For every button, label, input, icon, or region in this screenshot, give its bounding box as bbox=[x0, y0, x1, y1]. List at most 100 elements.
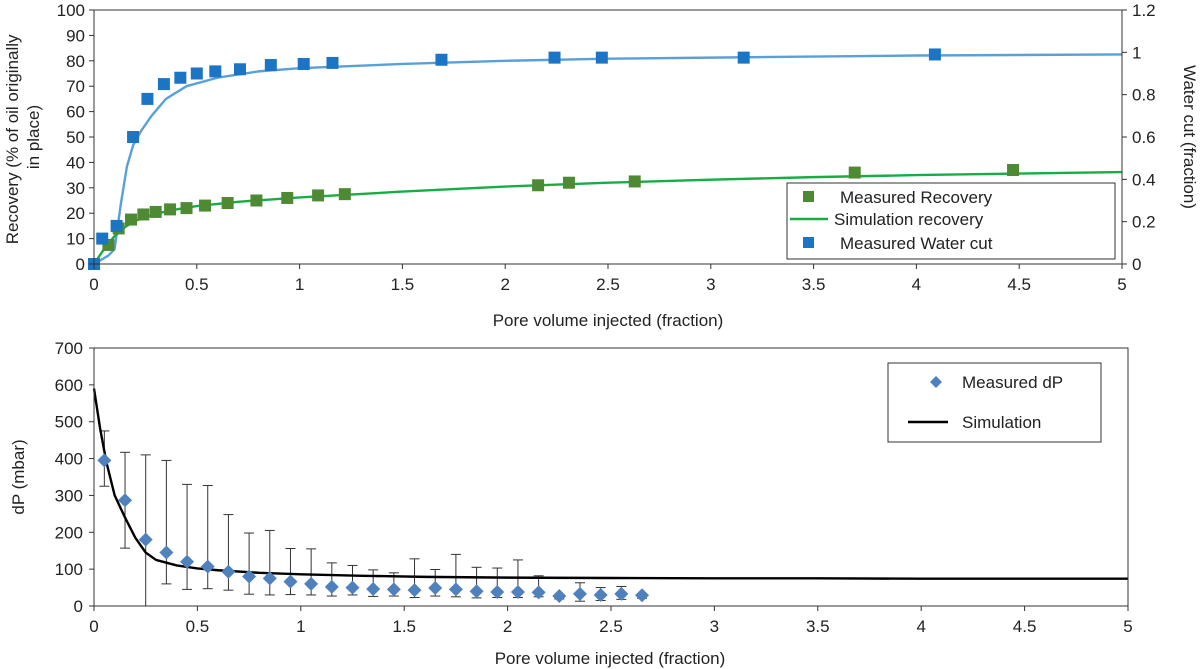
recovery-x-axis-label: Pore volume injected (fraction) bbox=[493, 311, 724, 330]
x-tick-label: 3 bbox=[706, 275, 715, 294]
water-cut-y-ticks: 0 0.2 0.4 0.6 0.8 1 1.2 bbox=[1122, 1, 1156, 274]
data-point-2 bbox=[190, 67, 203, 80]
y-tick-label: 60 bbox=[66, 103, 85, 122]
data-point-2 bbox=[141, 92, 154, 105]
x-tick-label: 2 bbox=[500, 275, 509, 294]
x-tick-label: 1 bbox=[295, 275, 304, 294]
legend-measured-dp-marker bbox=[930, 376, 942, 388]
y-tick-label: 100 bbox=[57, 1, 85, 20]
dp-chart: 0 0.5 1 1.5 2 2.5 3 3.5 4 4.5 5 0 100 200 300 400 500 60… bbox=[9, 339, 1133, 668]
y-tick-label: 10 bbox=[66, 230, 85, 249]
data-point-dp bbox=[242, 569, 257, 584]
legend-measured-recovery-label: Measured Recovery bbox=[840, 188, 993, 207]
x-tick-label: 4.5 bbox=[1013, 617, 1037, 636]
y-tick-label: 500 bbox=[55, 413, 83, 432]
recovery-y-axis-label-line-2: in place) bbox=[24, 105, 43, 169]
recovery-y-axis-label: Recovery (% of oil originally in place) bbox=[3, 30, 43, 244]
y-tick-label: 0 bbox=[76, 255, 85, 274]
data-point-0 bbox=[312, 189, 325, 202]
data-point-0 bbox=[338, 188, 351, 201]
data-point-2 bbox=[737, 51, 750, 64]
data-point-dp bbox=[552, 589, 567, 604]
y-tick-label: 70 bbox=[66, 77, 85, 96]
y2-tick-label: 0.6 bbox=[1132, 128, 1156, 147]
dp-x-ticks: 0 0.5 1 1.5 2 2.5 3 3.5 4 4.5 5 bbox=[89, 606, 1133, 636]
legend-measured-dp-label: Measured dP bbox=[962, 373, 1063, 392]
y-tick-label: 700 bbox=[55, 339, 83, 358]
data-point-0 bbox=[1007, 164, 1020, 177]
x-tick-label: 3.5 bbox=[802, 275, 826, 294]
data-point-dp bbox=[593, 587, 608, 602]
y-tick-label: 50 bbox=[66, 128, 85, 147]
y2-tick-label: 1.2 bbox=[1132, 1, 1156, 20]
data-point-dp bbox=[386, 582, 401, 597]
data-point-0 bbox=[149, 205, 162, 218]
data-point-2 bbox=[96, 232, 109, 245]
y-tick-label: 300 bbox=[55, 486, 83, 505]
data-point-0 bbox=[250, 194, 263, 207]
data-point-dp bbox=[221, 564, 236, 579]
dp-legend-box bbox=[887, 362, 1102, 443]
recovery-y-axis-label-line-1: Recovery (% of oil originally bbox=[3, 34, 22, 244]
x-tick-label: 4 bbox=[916, 617, 925, 636]
x-tick-label: 0 bbox=[89, 275, 98, 294]
x-tick-label: 4 bbox=[912, 275, 921, 294]
data-point-2 bbox=[548, 51, 561, 64]
data-point-2 bbox=[209, 65, 222, 78]
data-point-dp bbox=[428, 580, 443, 595]
simulation-line bbox=[92, 388, 1128, 580]
y-tick-label: 400 bbox=[55, 450, 83, 469]
recovery-y-ticks: 0 10 20 30 40 50 60 70 80 90 100 bbox=[57, 1, 94, 274]
data-point-2 bbox=[435, 53, 448, 66]
legend-measured-water-cut-marker bbox=[803, 237, 814, 248]
data-point-0 bbox=[281, 191, 294, 204]
x-tick-label: 1.5 bbox=[391, 275, 415, 294]
data-point-2 bbox=[326, 56, 339, 69]
dp-y-ticks: 0 100 200 300 400 500 600 700 bbox=[55, 339, 94, 616]
x-tick-label: 0.5 bbox=[186, 617, 210, 636]
data-point-dp bbox=[180, 554, 195, 569]
data-point-0 bbox=[125, 213, 138, 226]
data-point-0 bbox=[164, 203, 177, 216]
data-point-0 bbox=[848, 166, 861, 179]
data-point-2 bbox=[174, 71, 187, 84]
recovery-chart: 0 0.5 1 1.5 2 2.5 3 3.5 4 4.5 5 010203040506070809… bbox=[3, 1, 1199, 330]
legend-measured-water-cut-label: Measured Water cut bbox=[840, 234, 993, 253]
y-tick-label: 90 bbox=[66, 26, 85, 45]
x-tick-label: 0.5 bbox=[185, 275, 209, 294]
data-point-dp bbox=[635, 588, 650, 603]
x-tick-label: 1 bbox=[296, 617, 305, 636]
x-tick-label: 3.5 bbox=[806, 617, 830, 636]
data-point-0 bbox=[628, 175, 641, 188]
water-cut-y-axis-label: Water cut (fraction) bbox=[1180, 65, 1199, 209]
data-point-dp bbox=[366, 582, 381, 597]
y-tick-label: 200 bbox=[55, 523, 83, 542]
x-tick-label: 1.5 bbox=[392, 617, 416, 636]
data-point-dp bbox=[283, 574, 298, 589]
data-point-dp bbox=[97, 453, 112, 468]
data-point-dp bbox=[200, 559, 215, 574]
data-point-0 bbox=[221, 197, 234, 210]
data-point-0 bbox=[562, 176, 575, 189]
data-point-0 bbox=[137, 208, 150, 221]
data-point-0 bbox=[199, 199, 212, 212]
data-point-0 bbox=[180, 202, 193, 215]
recovery-plot-area bbox=[88, 48, 1123, 270]
data-point-dp bbox=[572, 586, 587, 601]
data-point-dp bbox=[304, 576, 319, 591]
y-tick-label: 40 bbox=[66, 153, 85, 172]
data-point-2 bbox=[157, 78, 170, 91]
legend-measured-recovery-marker bbox=[803, 191, 814, 202]
x-tick-label: 5 bbox=[1123, 617, 1132, 636]
x-tick-label: 2.5 bbox=[596, 275, 620, 294]
data-point-2 bbox=[127, 131, 140, 143]
x-tick-label: 2 bbox=[503, 617, 512, 636]
y-tick-label: 30 bbox=[66, 179, 85, 198]
y2-tick-label: 1 bbox=[1132, 43, 1141, 62]
data-point-dp bbox=[324, 579, 339, 594]
data-point-dp bbox=[614, 586, 629, 601]
dp-y-axis-label: dP (mbar) bbox=[9, 439, 28, 514]
y2-tick-label: 0.4 bbox=[1132, 170, 1156, 189]
data-point-dp bbox=[138, 532, 153, 547]
